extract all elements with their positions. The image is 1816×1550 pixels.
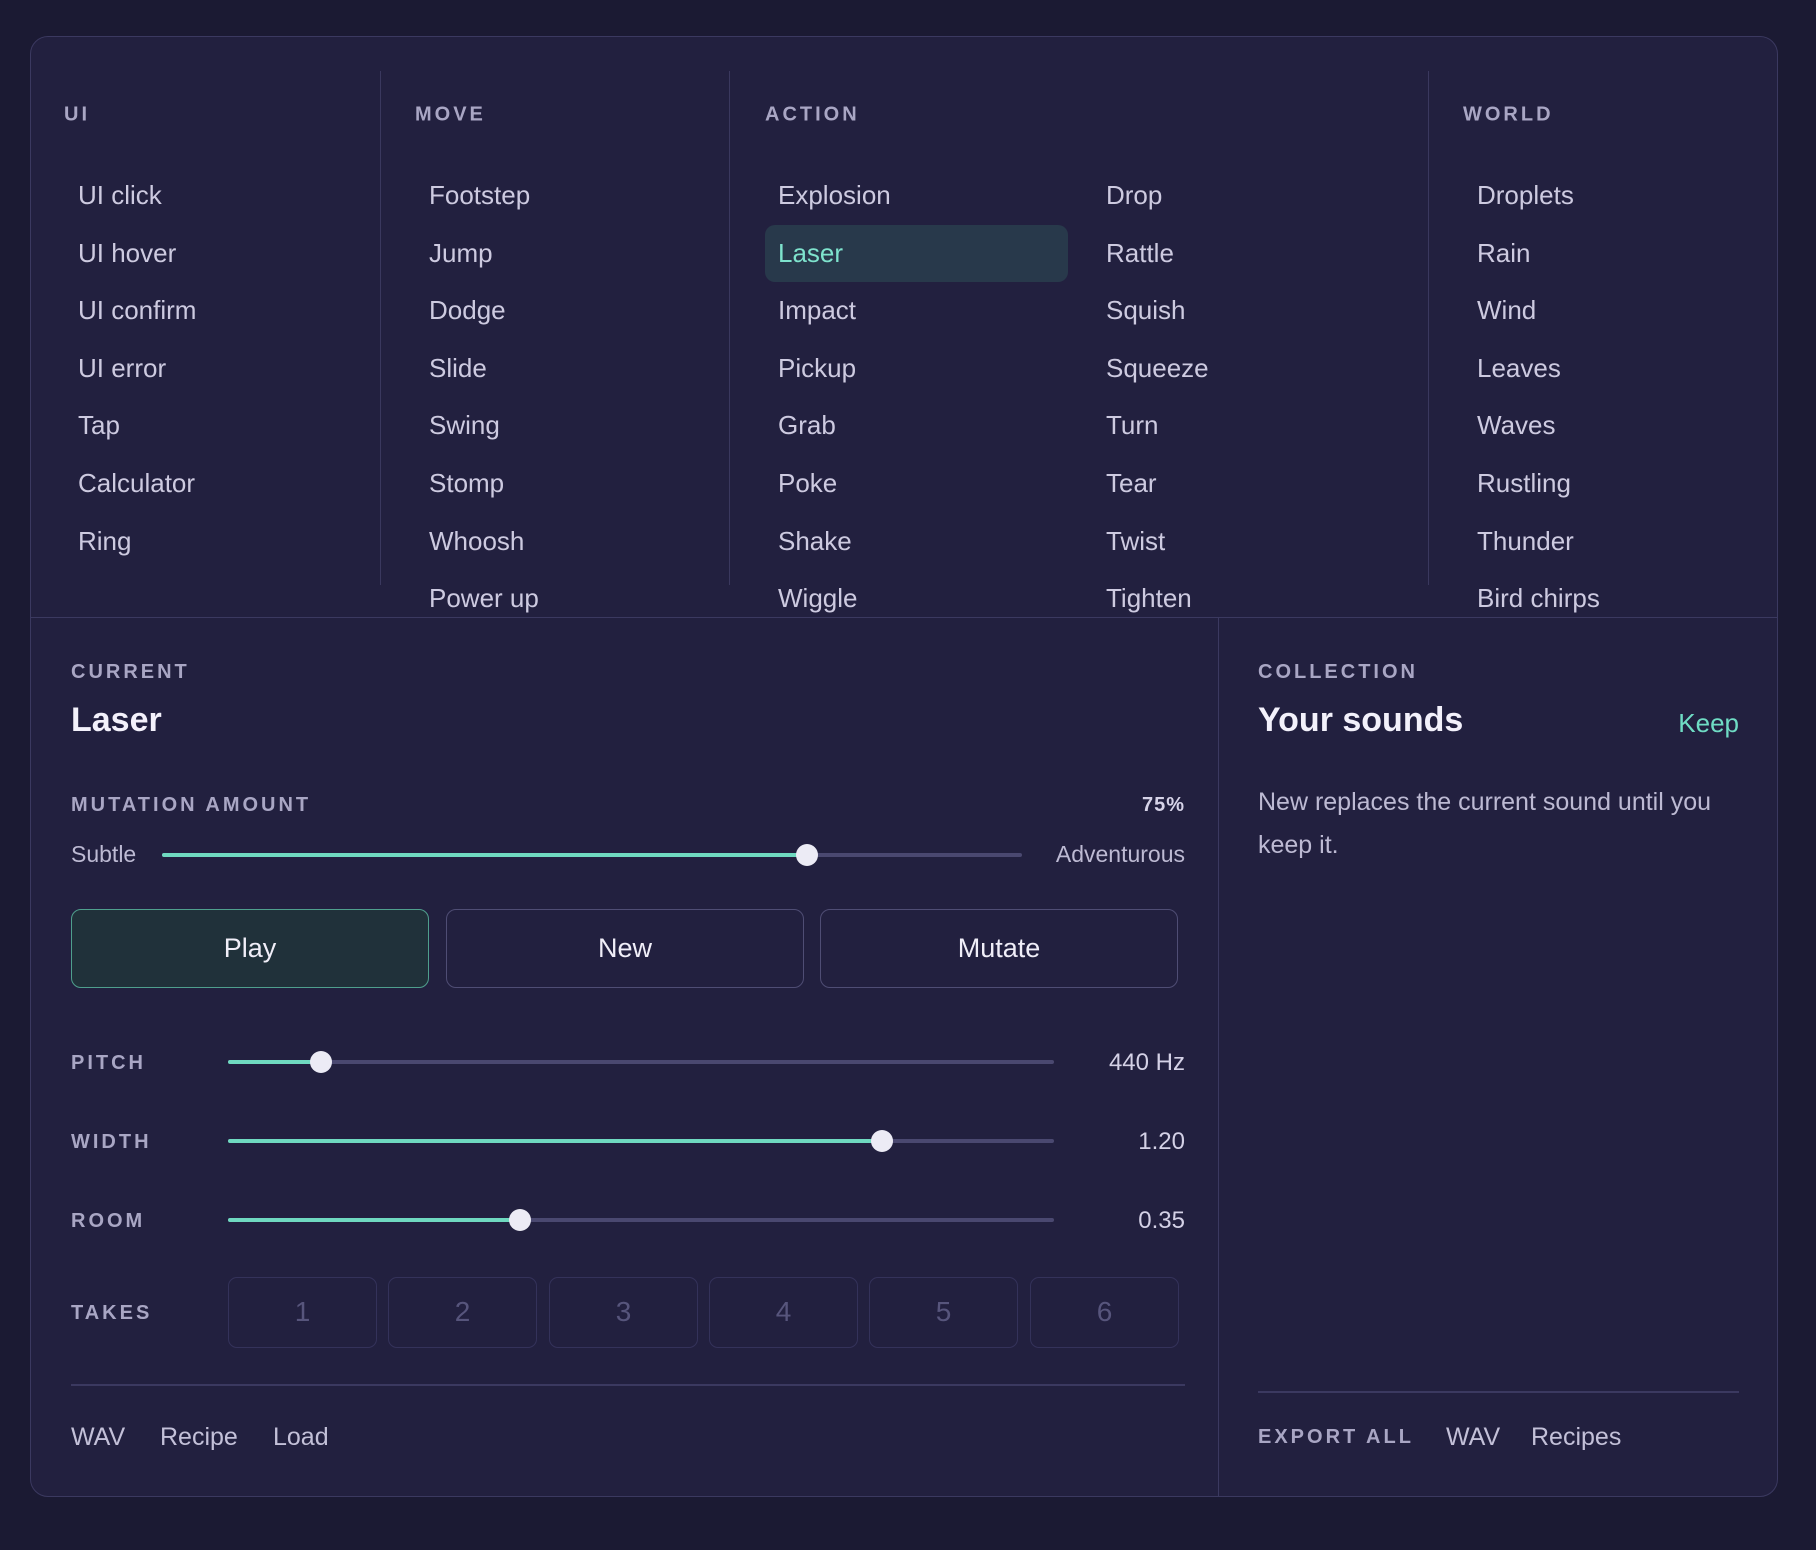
width-slider-handle[interactable] bbox=[871, 1130, 894, 1152]
sound-item-ui-hover[interactable]: UI hover bbox=[78, 237, 177, 268]
mutation-slider[interactable] bbox=[162, 844, 1022, 866]
sound-item-ring[interactable]: Ring bbox=[78, 525, 132, 556]
sound-item-poke[interactable]: Poke bbox=[778, 467, 838, 498]
sound-item-leaves[interactable]: Leaves bbox=[1477, 352, 1561, 383]
sound-item-wind[interactable]: Wind bbox=[1477, 295, 1537, 326]
mutate-button[interactable]: Mutate bbox=[820, 909, 1178, 988]
sound-item-grab[interactable]: Grab bbox=[778, 410, 836, 441]
sound-item-impact[interactable]: Impact bbox=[778, 295, 857, 326]
sound-item-rustling[interactable]: Rustling bbox=[1477, 467, 1571, 498]
width-slider[interactable] bbox=[228, 1130, 1054, 1152]
room-label: ROOM bbox=[71, 1210, 146, 1232]
mutation-slider-handle[interactable] bbox=[796, 844, 818, 866]
sound-item-ui-confirm[interactable]: UI confirm bbox=[78, 295, 197, 326]
footer-divider bbox=[71, 1384, 1185, 1386]
sound-item-tighten[interactable]: Tighten bbox=[1106, 583, 1192, 614]
take-3-button[interactable]: 3 bbox=[549, 1277, 698, 1348]
play-button[interactable]: Play bbox=[71, 909, 429, 988]
sound-item-jump[interactable]: Jump bbox=[429, 237, 493, 268]
sound-item-twist[interactable]: Twist bbox=[1106, 525, 1166, 556]
current-sound-title: Laser bbox=[71, 701, 162, 739]
category-heading: MOVE bbox=[415, 103, 486, 126]
sound-item-waves[interactable]: Waves bbox=[1477, 410, 1556, 441]
export-all-recipes-link[interactable]: Recipes bbox=[1531, 1423, 1622, 1451]
sound-item-bird-chirps[interactable]: Bird chirps bbox=[1477, 583, 1600, 614]
load-link[interactable]: Load bbox=[273, 1423, 329, 1451]
sound-item-squish[interactable]: Squish bbox=[1106, 295, 1186, 326]
category-heading: ACTION bbox=[765, 103, 860, 126]
sound-item-calculator[interactable]: Calculator bbox=[78, 467, 196, 498]
collection-label: COLLECTION bbox=[1258, 661, 1418, 683]
sound-item-rattle[interactable]: Rattle bbox=[1106, 237, 1174, 268]
sound-item-shake[interactable]: Shake bbox=[778, 525, 852, 556]
category-action: ACTION Explosion Laser Impact Pickup Gra… bbox=[730, 71, 1429, 613]
sound-item-drop[interactable]: Drop bbox=[1106, 180, 1163, 210]
sound-item-squeeze[interactable]: Squeeze bbox=[1106, 352, 1209, 383]
take-6-button[interactable]: 6 bbox=[1030, 1277, 1179, 1348]
sound-item-wiggle[interactable]: Wiggle bbox=[778, 583, 858, 614]
collection-footer-divider bbox=[1258, 1391, 1739, 1393]
mutation-amount-label: MUTATION AMOUNT bbox=[71, 794, 312, 816]
pitch-slider-fill bbox=[228, 1060, 322, 1064]
sound-item-dodge[interactable]: Dodge bbox=[429, 295, 506, 326]
mutation-slider-fill bbox=[162, 853, 807, 857]
sound-item-laser-selected[interactable]: Laser bbox=[765, 224, 1068, 283]
category-browser: UI UI click UI hover UI confirm UI error… bbox=[31, 37, 1777, 618]
pitch-label: PITCH bbox=[71, 1052, 146, 1074]
category-ui: UI UI click UI hover UI confirm UI error… bbox=[31, 71, 381, 585]
sound-item-turn[interactable]: Turn bbox=[1106, 410, 1159, 441]
keep-button[interactable]: Keep bbox=[1678, 708, 1739, 738]
sound-item-footstep[interactable]: Footstep bbox=[429, 180, 531, 210]
category-heading: UI bbox=[64, 103, 90, 126]
mutation-max-label: Adventurous bbox=[1055, 841, 1185, 867]
takes-label: TAKES bbox=[71, 1302, 153, 1324]
current-label: CURRENT bbox=[71, 661, 190, 683]
sound-item-tap[interactable]: Tap bbox=[78, 410, 120, 441]
take-2-button[interactable]: 2 bbox=[388, 1277, 537, 1348]
pitch-slider[interactable] bbox=[228, 1051, 1054, 1073]
mutation-min-label: Subtle bbox=[71, 841, 137, 867]
room-slider-handle[interactable] bbox=[509, 1209, 532, 1231]
sound-item-tear[interactable]: Tear bbox=[1106, 467, 1157, 498]
current-sound-editor bbox=[31, 618, 1219, 1496]
sound-item-rain[interactable]: Rain bbox=[1477, 237, 1531, 268]
sound-item-ui-click[interactable]: UI click bbox=[78, 180, 162, 210]
collection-description: New replaces the current sound until you… bbox=[1258, 788, 1712, 859]
take-1-button[interactable]: 1 bbox=[228, 1277, 377, 1348]
sound-item-droplets[interactable]: Droplets bbox=[1477, 180, 1574, 210]
room-slider[interactable] bbox=[228, 1209, 1054, 1231]
sound-item-swing[interactable]: Swing bbox=[429, 410, 500, 441]
width-value: 1.20 bbox=[1138, 1128, 1185, 1155]
width-slider-fill bbox=[228, 1139, 883, 1143]
category-move: MOVE Footstep Jump Dodge Slide Swing Sto… bbox=[381, 71, 730, 613]
sound-generator-panel: UI UI click UI hover UI confirm UI error… bbox=[30, 36, 1778, 1497]
export-all-wav-link[interactable]: WAV bbox=[1446, 1423, 1501, 1451]
export-all-label: EXPORT ALL bbox=[1258, 1426, 1414, 1448]
category-world: WORLD Droplets Rain Wind Leaves Waves Ru… bbox=[1429, 71, 1777, 614]
new-button[interactable]: New bbox=[446, 909, 804, 988]
room-value: 0.35 bbox=[1138, 1207, 1185, 1234]
sound-item-ui-error[interactable]: UI error bbox=[78, 352, 167, 383]
mutation-amount-value: 75% bbox=[1141, 794, 1185, 816]
room-slider-fill bbox=[228, 1218, 521, 1222]
take-4-button[interactable]: 4 bbox=[709, 1277, 858, 1348]
pitch-value: 440 Hz bbox=[1108, 1049, 1185, 1076]
sound-item-thunder[interactable]: Thunder bbox=[1477, 525, 1574, 556]
export-wav-link[interactable]: WAV bbox=[71, 1423, 126, 1451]
sound-item-stomp[interactable]: Stomp bbox=[429, 467, 505, 498]
sound-item-slide[interactable]: Slide bbox=[429, 352, 487, 383]
category-heading: WORLD bbox=[1463, 103, 1554, 126]
sound-item-whoosh[interactable]: Whoosh bbox=[429, 525, 525, 556]
width-label: WIDTH bbox=[71, 1131, 152, 1153]
sound-item-explosion[interactable]: Explosion bbox=[778, 180, 891, 210]
collection-title: Your sounds bbox=[1258, 701, 1464, 739]
take-5-button[interactable]: 5 bbox=[869, 1277, 1018, 1348]
export-recipe-link[interactable]: Recipe bbox=[160, 1423, 238, 1451]
sound-item-power-up[interactable]: Power up bbox=[429, 583, 539, 614]
pitch-slider-handle[interactable] bbox=[310, 1051, 333, 1073]
sound-item-pickup[interactable]: Pickup bbox=[778, 352, 857, 383]
